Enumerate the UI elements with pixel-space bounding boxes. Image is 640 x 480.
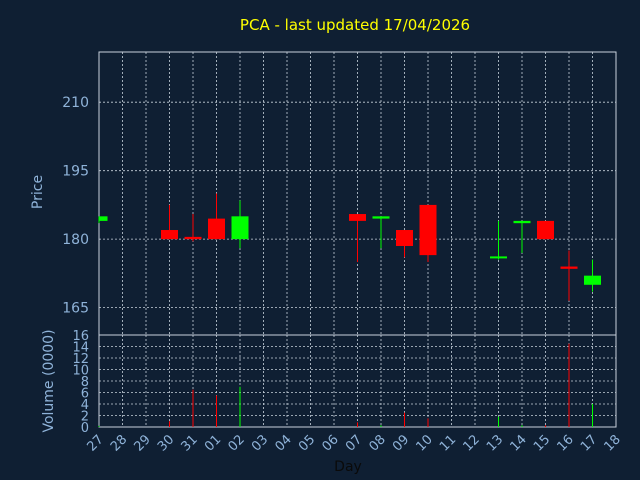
- volume-bar-15: [545, 425, 546, 427]
- candle-body: [161, 230, 178, 240]
- day-tick-label: 07: [343, 432, 365, 454]
- day-tick-labels: 27 28 29 30 31 01 02 03 04 05 06 07 08 09 10 11 12 13 14 15…: [85, 432, 624, 454]
- candle-body: [419, 204, 437, 256]
- volume-tick-label: 6: [81, 387, 89, 402]
- volume-bar-14: [521, 425, 523, 427]
- volume-bar-27: [98, 425, 100, 427]
- day-tick-label: 29: [132, 432, 154, 454]
- day-tick-label: 17: [578, 432, 600, 454]
- candle-07: [349, 214, 366, 262]
- price-candles: [98, 193, 601, 301]
- volume-tick-label: 14: [72, 341, 89, 356]
- candle-16: [560, 250, 578, 301]
- price-tick-labels: 165 180 195 210: [62, 95, 89, 316]
- volume-bar-02: [239, 386, 241, 427]
- price-tick-label: 195: [62, 164, 89, 180]
- volume-bar-07: [357, 422, 358, 427]
- candle-body: [208, 218, 225, 240]
- price-grid: [99, 52, 616, 335]
- candle-09: [396, 230, 413, 258]
- candle-15: [537, 220, 554, 240]
- volume-bar-31: [192, 389, 194, 427]
- volume-bar-09: [404, 412, 405, 427]
- price-axis-label: Price: [30, 175, 46, 209]
- day-tick-label: 02: [226, 432, 248, 454]
- day-tick-label: 06: [320, 432, 342, 454]
- volume-bar-17: [592, 404, 593, 427]
- day-tick-label: 11: [437, 432, 459, 454]
- candle-body: [99, 216, 108, 221]
- day-tick-label: 08: [367, 432, 389, 454]
- chart-title: PCA - last updated 17/04/2026: [240, 16, 470, 34]
- price-tick-label: 210: [62, 95, 89, 111]
- volume-bar-01: [216, 395, 217, 427]
- day-tick-label: 31: [179, 432, 201, 454]
- volume-tick-label: 4: [81, 398, 89, 413]
- candle-body: [396, 230, 413, 246]
- candle-02: [231, 200, 249, 249]
- day-tick-label: 09: [390, 432, 412, 454]
- day-tick-label: 01: [202, 432, 224, 454]
- candle-14: [513, 220, 531, 253]
- candle-body: [349, 214, 366, 221]
- volume-tick-label: 8: [81, 375, 89, 390]
- day-tick-label: 05: [296, 432, 318, 454]
- price-tick-label: 165: [62, 301, 89, 317]
- candle-body: [584, 275, 601, 285]
- candle-body: [537, 220, 554, 240]
- volume-axis-label: Volume (0000): [41, 329, 57, 432]
- candle-10: [419, 204, 437, 262]
- volume-bars: [98, 343, 593, 427]
- volume-bar-30: [169, 421, 170, 427]
- volume-tick-label: 16: [72, 329, 89, 344]
- day-tick-label: 15: [531, 432, 553, 454]
- day-tick-label: 13: [484, 432, 506, 454]
- candle-27: [98, 216, 108, 224]
- day-tick-label: 04: [273, 432, 295, 454]
- price-tick-label: 180: [62, 232, 89, 248]
- candle-body: [372, 216, 390, 219]
- candle-13: [490, 220, 507, 260]
- volume-grid: [99, 335, 616, 427]
- day-axis-label: Day: [334, 459, 362, 475]
- volume-tick-label: 10: [72, 364, 89, 379]
- day-tick-label: 14: [508, 432, 530, 454]
- volume-tick-label: 2: [81, 410, 89, 425]
- candle-body: [184, 236, 202, 240]
- candle-31: [184, 214, 202, 242]
- volume-bar-08: [380, 425, 382, 427]
- day-tick-label: 16: [555, 432, 577, 454]
- volume-bar-10: [427, 418, 429, 427]
- candle-01: [208, 193, 225, 240]
- day-tick-label: 30: [155, 432, 177, 454]
- volume-bar-16: [568, 343, 570, 427]
- candle-30: [161, 204, 178, 240]
- day-tick-label: 28: [108, 432, 130, 454]
- candle-08: [372, 216, 390, 249]
- day-tick-label: 18: [602, 432, 624, 454]
- day-tick-label: 03: [249, 432, 271, 454]
- day-tick-label: 10: [414, 432, 436, 454]
- volume-bar-13: [498, 416, 499, 427]
- volume-tick-label: 0: [81, 421, 89, 436]
- candle-body: [560, 266, 578, 269]
- day-tick-label: 12: [461, 432, 483, 454]
- candle-body: [231, 216, 249, 240]
- volume-tick-label: 12: [72, 352, 89, 367]
- candle-17: [584, 259, 601, 292]
- candle-body: [490, 256, 507, 259]
- candle-body: [513, 220, 531, 224]
